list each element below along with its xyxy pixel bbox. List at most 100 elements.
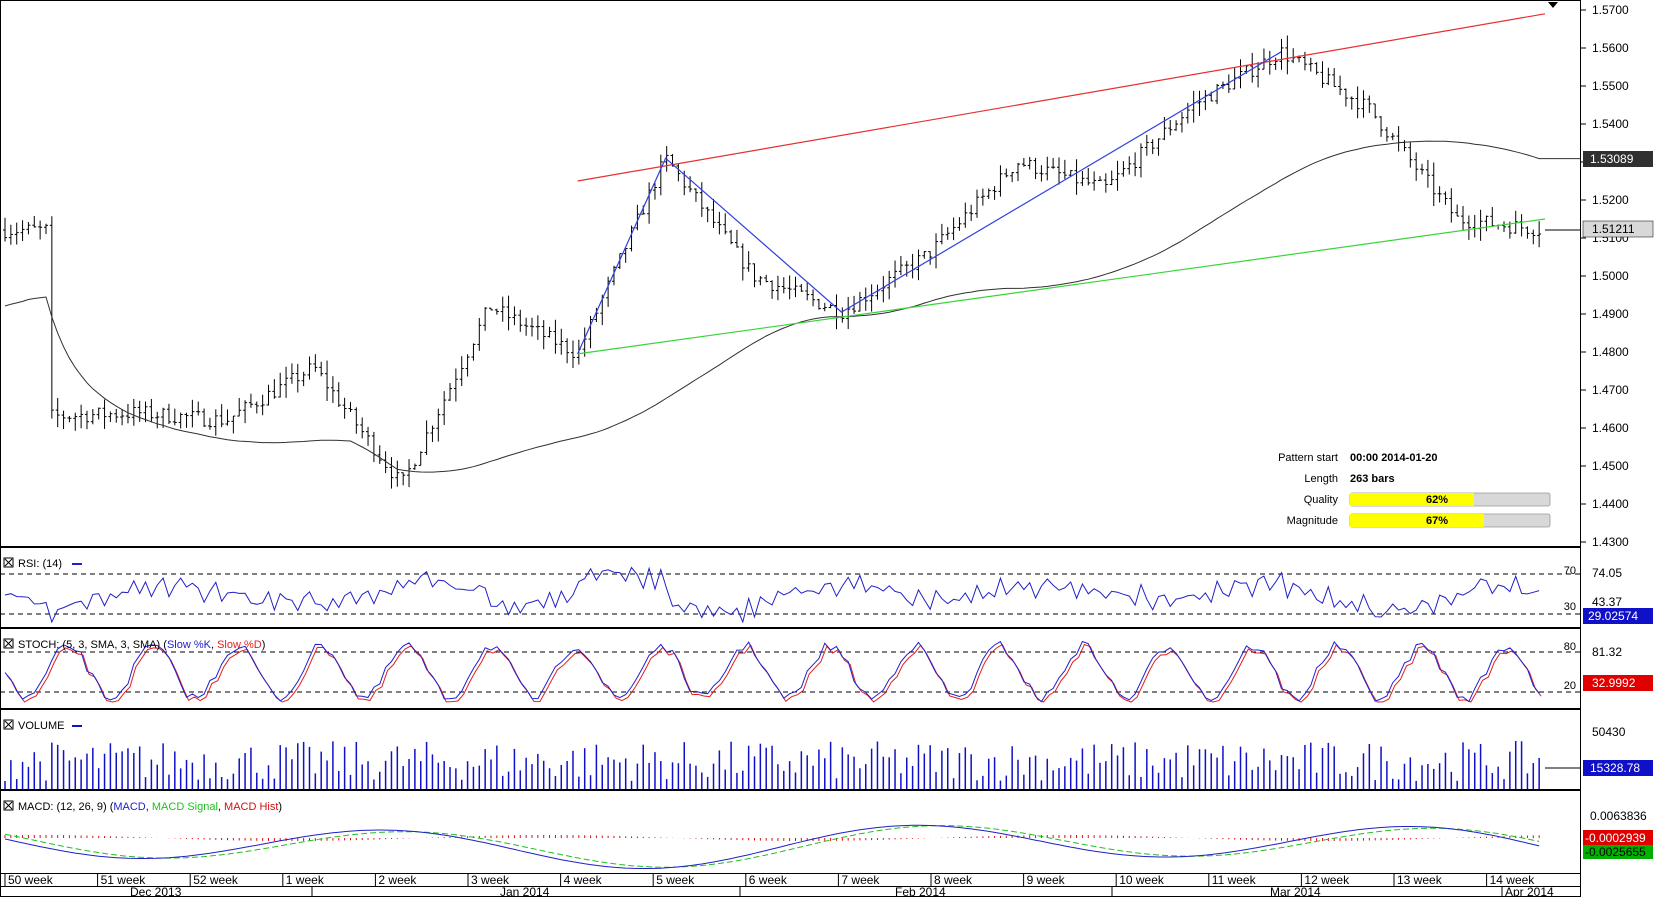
price-bar [1320,61,1325,88]
y-tick-label: 1.5700 [1592,3,1629,17]
price-bar [237,397,242,417]
week-label: 1 week [286,873,325,887]
macd-value-badge [1583,845,1653,859]
price-bar [1144,134,1149,156]
price-bar [307,356,312,380]
price-bar [963,202,968,228]
price-bar [1449,188,1454,223]
month-label: Jan 2014 [500,885,550,897]
macd-hist-bars [4,834,1540,842]
price-bar [1513,210,1518,234]
volume-panel-frame [0,709,1581,790]
price-bar [1179,111,1184,133]
price-bar [184,412,189,428]
price-bar [178,412,183,429]
price-bar [957,217,962,231]
week-label: 5 week [656,873,695,887]
last-price-badge-text: 1.51211 [1592,222,1635,236]
price-bar [1408,142,1413,168]
price-bar [588,315,593,349]
price-bar [436,408,441,442]
price-bar [1056,157,1061,185]
price-bar [254,401,259,414]
price-bar [96,407,101,420]
price-bar [1033,157,1038,180]
macd-hist-badge [1583,830,1653,845]
rsi-tick-top: 74.05 [1592,566,1622,580]
price-bar [1466,215,1471,240]
price-bars [3,35,1542,489]
price-bar [1273,57,1278,70]
price-bar [459,356,464,386]
price-bar [1338,75,1343,96]
price-bar [629,225,634,252]
price-bar [43,223,48,235]
y-tick-label: 1.5600 [1592,41,1629,55]
pattern-info: Pattern start 00:00 2014-01-20 Length 26… [1278,452,1551,528]
scroll-marker-icon[interactable] [1548,2,1558,8]
price-bar [1314,62,1319,75]
price-bar [494,308,499,315]
price-bar [1267,50,1272,75]
price-bar [547,326,552,338]
price-bar [114,408,119,423]
price-bar [342,397,347,419]
rsi-tick-mid: 43.37 [1592,595,1622,609]
price-bar [371,431,376,463]
volume-title: VOLUME [18,720,64,732]
price-bar [266,384,271,406]
price-bar [1215,83,1220,105]
price-bar [278,372,283,398]
month-label: Apr 2014 [1505,885,1554,897]
price-bar [992,186,997,200]
pattern-length-value: 263 bars [1350,473,1395,485]
pattern-length-label: Length [1304,473,1338,485]
price-bar [1185,102,1190,124]
price-bar [3,217,7,242]
price-bar [740,243,745,281]
rsi-value-badge [1583,608,1653,624]
price-bar [1168,119,1173,136]
price-bar [541,320,546,350]
rsi-title: RSI: (14) [18,558,62,570]
price-bar [120,408,125,426]
price-bar [55,397,60,428]
price-bar [869,284,874,312]
price-bar [1021,157,1026,167]
price-bar [816,298,821,310]
price-bar [272,379,277,399]
price-bar [20,220,25,242]
price-bar [1384,127,1389,142]
y-tick-label: 1.4400 [1592,497,1629,511]
price-bar [1537,221,1542,248]
volume-value-badge [1583,760,1653,776]
price-bar [986,188,991,200]
price-bar [1261,48,1266,70]
price-bar [330,376,335,403]
macd-hist-badge-text: -0.0002939 [1585,831,1646,845]
price-bar [1478,209,1483,241]
month-label: Feb 2014 [895,885,946,897]
price-bar [32,215,37,228]
price-bar [418,451,423,466]
price-bar [79,404,84,429]
price-y-axis: 1.57001.56001.55001.54001.53001.52001.51… [1580,0,1629,549]
price-bar [998,165,1003,197]
price-bar [483,307,488,331]
y-tick-label: 1.4300 [1592,535,1629,549]
month-label: Dec 2013 [130,885,182,897]
price-bar [284,366,289,398]
price-bar [1062,159,1067,180]
price-bar [1461,205,1466,231]
price-panel-frame [0,0,1581,547]
price-bar [1004,168,1009,178]
price-bar [1420,163,1425,175]
pattern-start-value: 00:00 2014-01-20 [1350,452,1437,464]
stoch-panel: STOCH: (5, 3, SMA, 3, SMA) (Slow %K, Slo… [0,638,1653,703]
price-bar [969,204,974,221]
price-bar [377,445,382,464]
price-bar [1133,152,1138,177]
stoch-level-80-label: 80 [1564,641,1576,653]
price-bar [108,411,113,423]
price-bar [448,383,453,401]
